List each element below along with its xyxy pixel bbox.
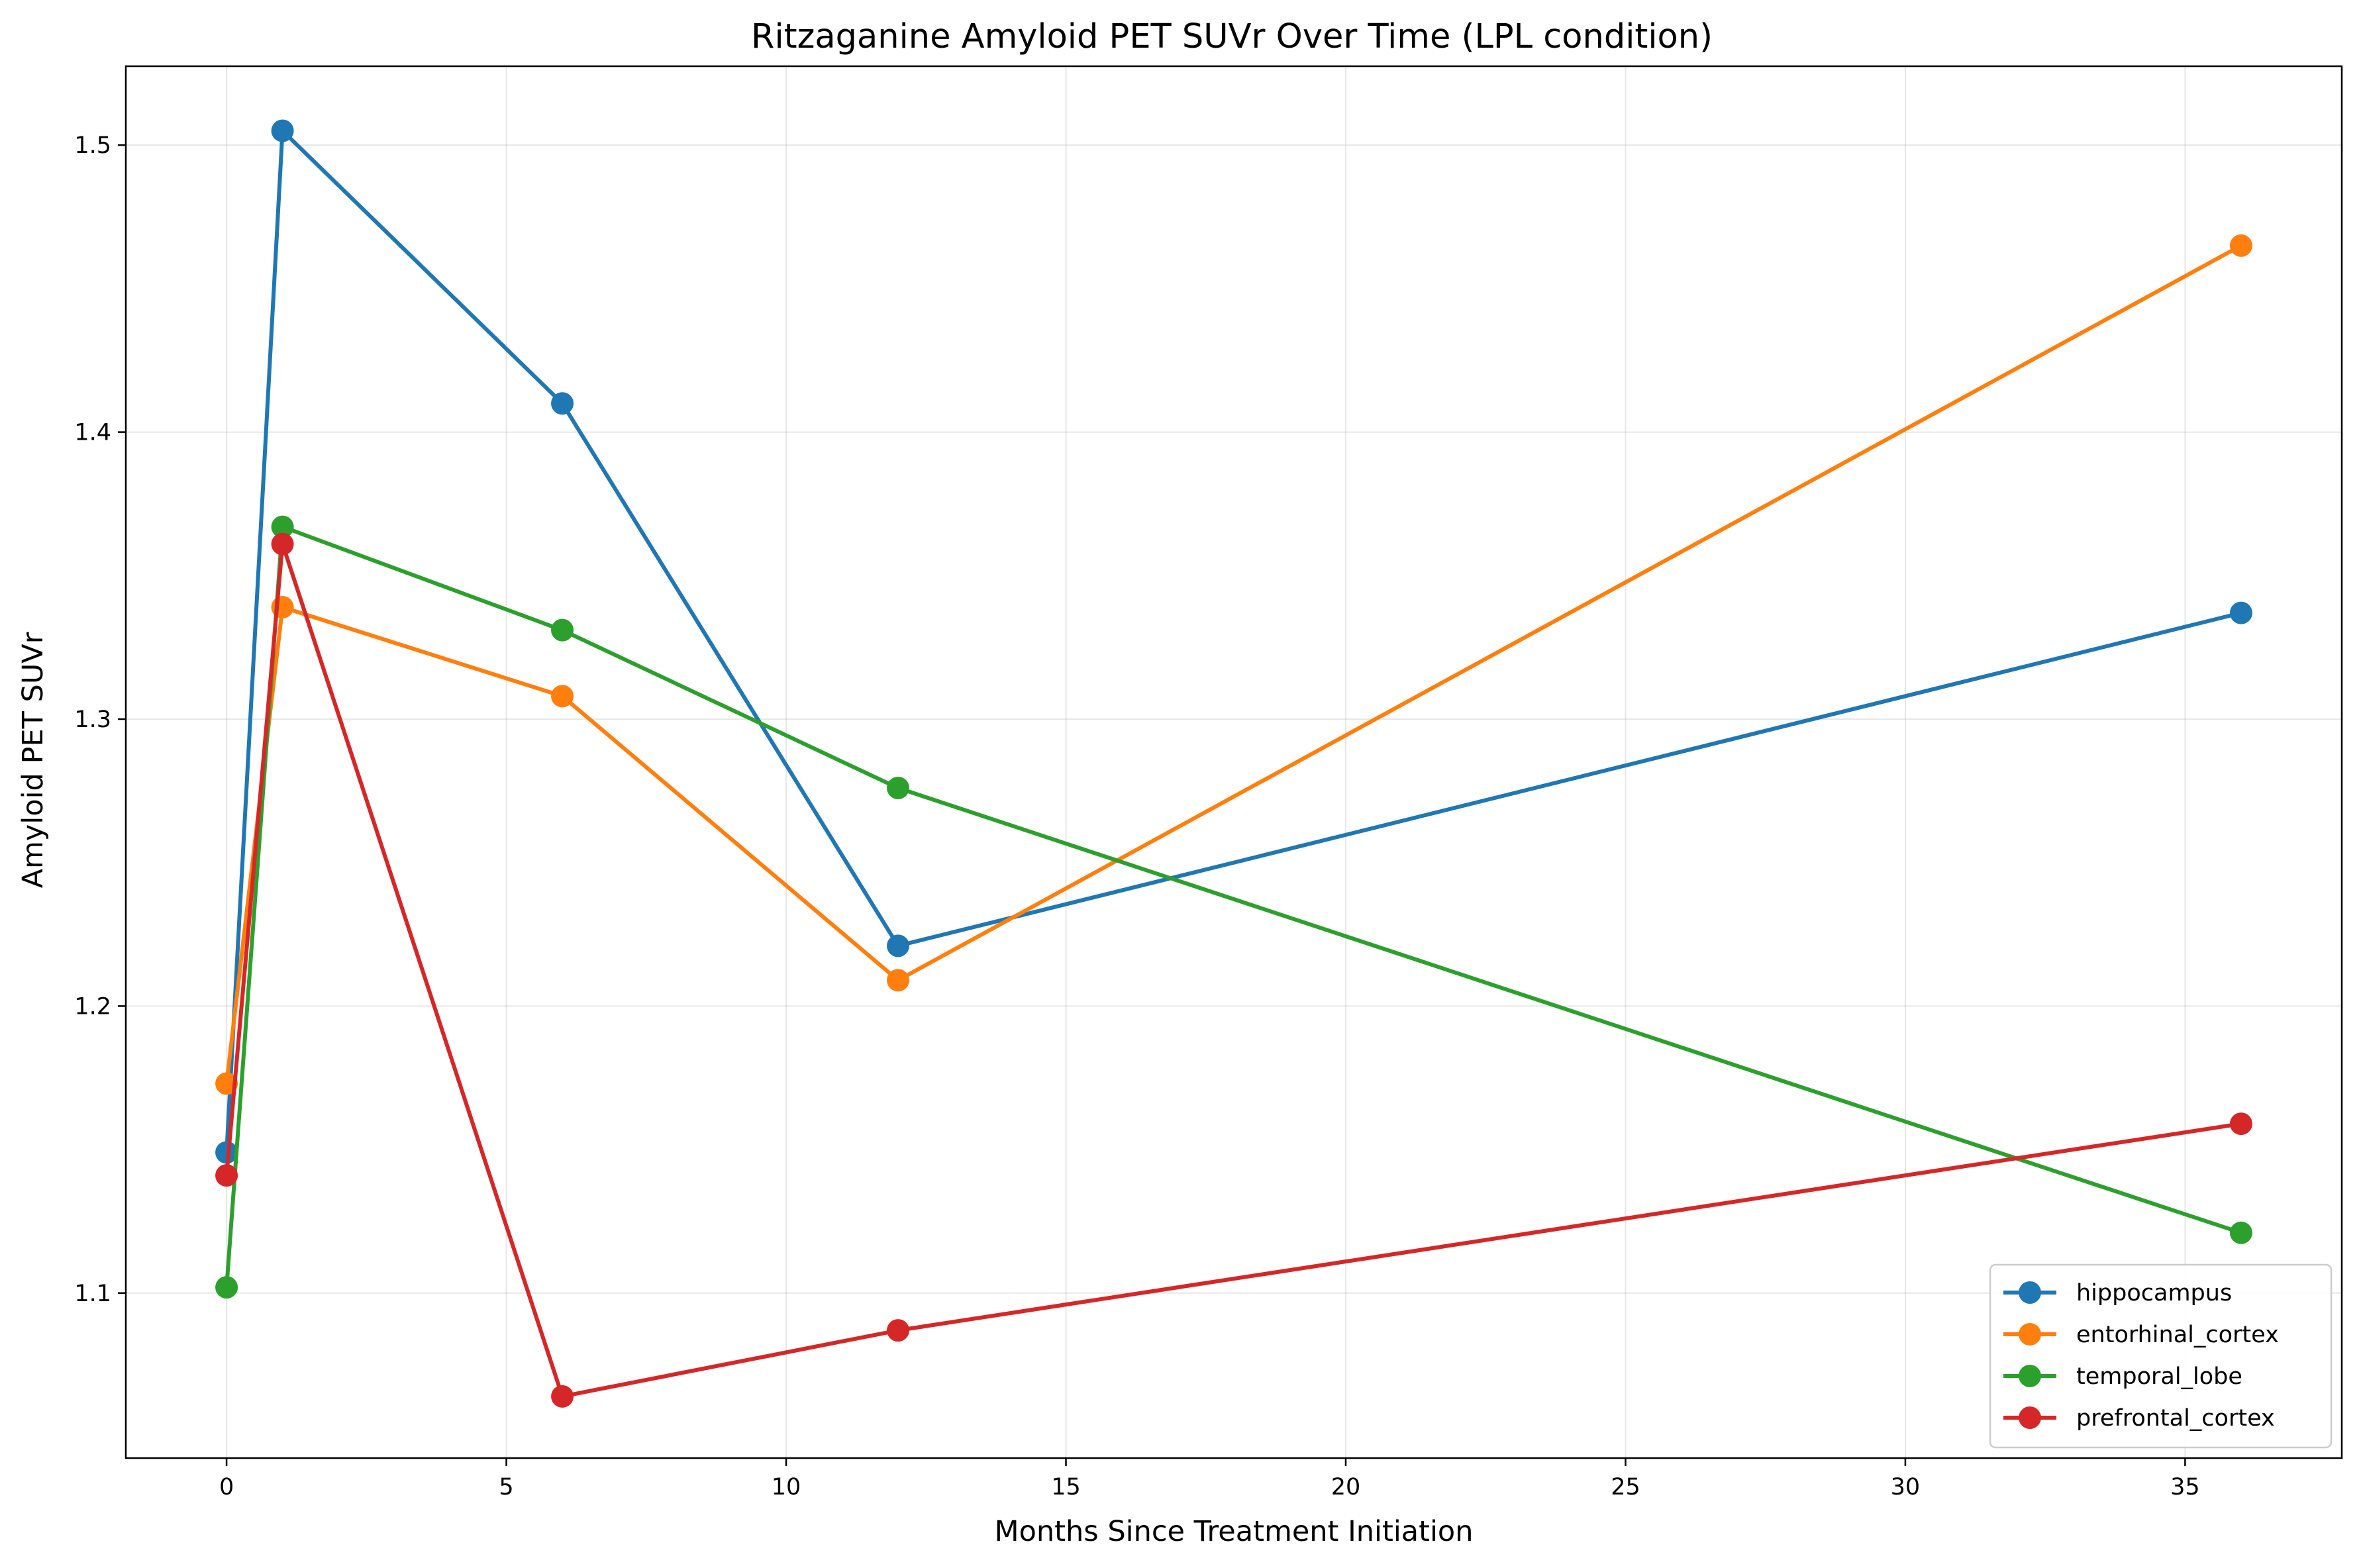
- data-point: [215, 1072, 238, 1095]
- legend-box: [1989, 1263, 2333, 1449]
- legend-item: temporal_lobe: [2003, 1363, 2242, 1390]
- x-axis-label: Months Since Treatment Initiation: [995, 1515, 1474, 1548]
- legend-label: hippocampus: [2076, 1280, 2232, 1306]
- data-point: [2229, 1221, 2252, 1244]
- legend-swatch-marker: [2019, 1365, 2041, 1387]
- x-tick-label: 20: [1331, 1474, 1361, 1500]
- data-point: [887, 969, 910, 992]
- x-tick-label: 0: [219, 1474, 234, 1500]
- data-point: [215, 1276, 238, 1299]
- x-tick-label: 5: [499, 1474, 513, 1500]
- legend-swatch-marker: [2019, 1323, 2041, 1346]
- data-point: [887, 1319, 910, 1342]
- x-tick-label: 10: [772, 1474, 801, 1500]
- legend-label: temporal_lobe: [2076, 1363, 2242, 1390]
- y-tick-label: 1.2: [74, 993, 111, 1020]
- axis-ticks: 0 5 10 15 20 25 30 35 1.1 1.2 1.3 1.4 1.5: [74, 132, 2199, 1500]
- legend-swatch-marker: [2019, 1281, 2041, 1304]
- legend-label: prefrontal_cortex: [2076, 1405, 2275, 1432]
- chart-title: Ritzaganine Amyloid PET SUVr Over Time (…: [751, 17, 1713, 56]
- data-point: [887, 934, 910, 957]
- y-tick-label: 1.4: [74, 420, 111, 446]
- y-tick-label: 1.5: [74, 132, 111, 159]
- legend-item: hippocampus: [2003, 1280, 2232, 1306]
- plot-area-frame: [125, 65, 2343, 1459]
- data-point: [271, 532, 294, 556]
- data-point: [551, 1385, 574, 1408]
- series-prefrontal-cortex: [215, 532, 2252, 1408]
- data-point: [551, 618, 574, 642]
- data-point: [551, 392, 574, 415]
- x-tick-label: 25: [1611, 1474, 1640, 1500]
- series-temporal-lobe: [215, 515, 2252, 1299]
- data-point: [887, 777, 910, 800]
- data-point: [2229, 601, 2252, 624]
- series-group: [215, 119, 2252, 1408]
- legend: hippocampus entorhinal_cortex temporal_lob…: [1989, 1263, 2333, 1449]
- series-hippocampus: [215, 119, 2252, 1164]
- y-axis-label: Amyloid PET SUVr: [17, 632, 50, 888]
- legend-item: entorhinal_cortex: [2003, 1322, 2279, 1348]
- legend-label: entorhinal_cortex: [2076, 1322, 2279, 1348]
- data-point: [271, 515, 294, 538]
- data-point: [2229, 234, 2252, 257]
- y-tick-label: 1.1: [74, 1281, 111, 1307]
- x-tick-label: 15: [1051, 1474, 1081, 1500]
- legend-item: prefrontal_cortex: [2003, 1405, 2275, 1432]
- x-tick-label: 35: [2170, 1474, 2200, 1500]
- data-point: [551, 685, 574, 708]
- data-point: [2229, 1112, 2252, 1136]
- data-point: [271, 119, 294, 142]
- data-point: [215, 1164, 238, 1187]
- y-tick-label: 1.3: [74, 707, 111, 733]
- x-tick-label: 30: [1891, 1474, 1921, 1500]
- legend-swatch-marker: [2019, 1406, 2041, 1429]
- data-point: [215, 1141, 238, 1164]
